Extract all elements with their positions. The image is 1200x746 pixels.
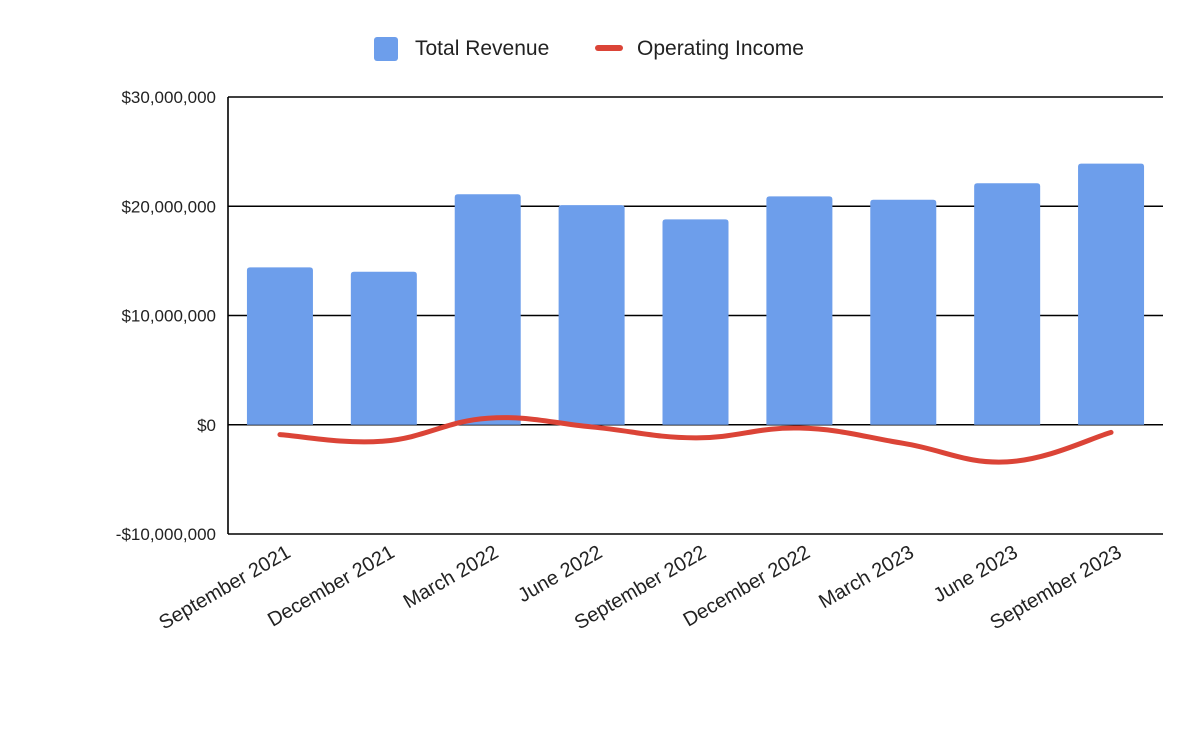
x-tick-label: March 2023	[815, 541, 917, 613]
bar-total-revenue	[974, 183, 1040, 424]
bar-total-revenue	[455, 194, 521, 425]
bar-total-revenue	[766, 196, 832, 424]
y-tick-label: $30,000,000	[121, 88, 216, 107]
y-tick-label: $0	[197, 416, 216, 435]
bar-series-total-revenue	[247, 164, 1144, 425]
chart-legend: Total Revenue Operating Income	[374, 37, 804, 61]
bar-total-revenue	[351, 272, 417, 425]
bar-total-revenue	[870, 200, 936, 425]
bar-total-revenue	[1078, 164, 1144, 425]
legend-label-total-revenue: Total Revenue	[415, 37, 549, 60]
x-tick-label: March 2022	[400, 541, 502, 613]
y-axis-tick-labels: $30,000,000 $20,000,000 $10,000,000 $0 -$10,…	[116, 88, 216, 544]
y-tick-label: -$10,000,000	[116, 525, 216, 544]
x-tick-label: June 2022	[514, 541, 606, 607]
bar-total-revenue	[247, 267, 313, 424]
legend-label-operating-income: Operating Income	[637, 37, 804, 60]
legend-swatch-total-revenue	[374, 37, 398, 61]
y-tick-label: $20,000,000	[121, 197, 216, 216]
y-tick-label: $10,000,000	[121, 307, 216, 326]
bar-total-revenue	[663, 219, 729, 424]
bar-total-revenue	[559, 205, 625, 425]
x-tick-label: June 2023	[930, 541, 1022, 607]
